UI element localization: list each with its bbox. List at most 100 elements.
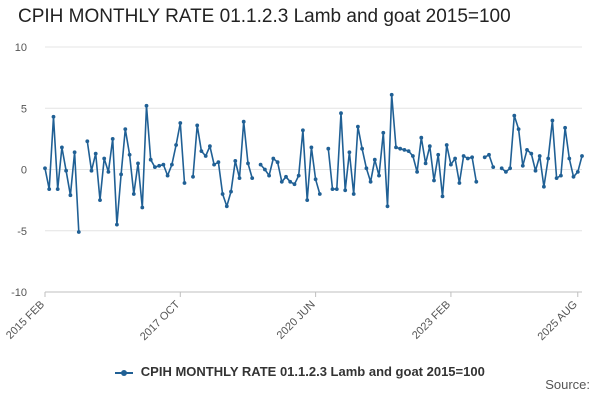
data-point: [216, 160, 221, 165]
data-point: [279, 179, 284, 184]
data-point: [212, 162, 217, 167]
data-point: [317, 192, 322, 196]
data-point: [241, 119, 246, 124]
data-point: [115, 222, 119, 227]
data-point: [220, 192, 225, 196]
data-point: [208, 144, 212, 149]
data-point: [482, 155, 487, 160]
data-point: [119, 172, 123, 177]
x-tick-label: 2023 FEB: [410, 299, 453, 342]
data-point: [195, 123, 200, 128]
data-point: [436, 152, 441, 157]
data-point: [51, 114, 56, 119]
data-point: [182, 181, 187, 185]
data-point: [487, 152, 491, 157]
data-point: [432, 178, 436, 183]
data-point: [144, 103, 149, 108]
data-point: [398, 146, 403, 151]
data-point: [356, 124, 360, 129]
data-point: [313, 177, 318, 182]
data-point: [89, 168, 94, 173]
data-point: [364, 166, 369, 171]
y-tick-label: -10: [11, 287, 27, 299]
data-point: [465, 156, 470, 161]
data-point: [529, 151, 534, 156]
data-point: [339, 111, 343, 116]
x-tick-label: 2025 AUG: [536, 299, 580, 343]
data-point: [571, 174, 576, 179]
data-point: [334, 187, 339, 192]
data-point: [372, 157, 377, 162]
data-point: [537, 154, 542, 158]
data-point: [461, 154, 466, 158]
data-point: [440, 194, 445, 199]
data-point: [470, 155, 474, 160]
data-point: [60, 145, 64, 150]
data-point: [284, 174, 288, 179]
data-point: [419, 135, 424, 140]
data-point: [131, 192, 136, 196]
data-point: [525, 148, 529, 152]
data-point: [93, 151, 98, 156]
gridlines: [45, 46, 582, 293]
data-point: [275, 160, 280, 165]
data-point: [106, 170, 111, 174]
data-point: [296, 173, 301, 178]
legend-label: CPIH MONTHLY RATE 01.1.2.3 Lamb and goat…: [140, 364, 485, 379]
data-point: [389, 92, 394, 97]
data-point: [508, 166, 512, 171]
data-point: [554, 176, 559, 181]
data-point: [72, 150, 77, 155]
data-point: [542, 184, 546, 189]
data-point: [157, 163, 162, 168]
data-point: [516, 127, 521, 131]
data-point: [229, 189, 233, 194]
data-point: [47, 187, 52, 192]
data-point: [533, 168, 538, 173]
data-point: [449, 162, 453, 167]
data-point: [385, 204, 390, 209]
data-point: [512, 113, 517, 118]
data-point: [575, 170, 580, 174]
x-tick-label: 2017 OCT: [138, 298, 183, 343]
chart-title: CPIH MONTHLY RATE 01.1.2.3 Lamb and goat…: [18, 6, 511, 27]
data-point: [170, 162, 174, 167]
data-point: [178, 121, 183, 125]
data-point: [68, 193, 73, 198]
data-point: [76, 230, 81, 234]
data-point: [377, 173, 381, 178]
data-point: [343, 188, 348, 193]
data-point: [174, 143, 179, 147]
data-point: [453, 156, 457, 161]
data-point: [237, 176, 242, 181]
data-point: [165, 173, 170, 178]
data-point: [292, 182, 297, 187]
data-point: [411, 154, 415, 158]
data-point: [191, 174, 195, 179]
data-point: [110, 137, 115, 141]
data-point: [309, 145, 314, 150]
data-point: [351, 192, 356, 196]
data-point: [153, 165, 157, 170]
data-point: [98, 198, 102, 203]
data-point: [161, 162, 166, 167]
data-point: [567, 156, 572, 161]
data-point: [250, 176, 255, 181]
data-point: [233, 159, 238, 163]
data-point: [491, 165, 496, 170]
data-point: [394, 145, 398, 150]
series-line: [44, 116, 80, 233]
data-point: [102, 156, 107, 161]
data-point: [271, 156, 276, 161]
legend-marker-icon: [115, 369, 134, 376]
data-point: [85, 139, 90, 144]
legend[interactable]: CPIH MONTHLY RATE 01.1.2.3 Lamb and goat…: [0, 364, 600, 379]
data-point: [224, 204, 229, 209]
source-label: Source:: [545, 377, 590, 392]
data-point: [504, 170, 508, 174]
y-tick-label: -5: [17, 226, 27, 238]
data-point: [381, 130, 386, 135]
x-tick-label: 2015 FEB: [4, 299, 47, 342]
data-point: [246, 161, 250, 166]
